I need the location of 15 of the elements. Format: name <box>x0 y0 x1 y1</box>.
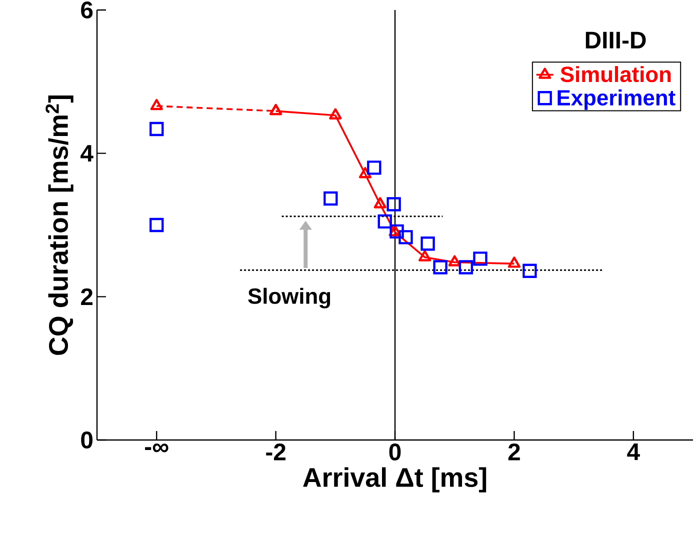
y-tick-label: 0 <box>81 432 92 448</box>
x-tick-label: 0 <box>389 444 401 460</box>
y-tick-label: 2 <box>81 288 93 306</box>
x-tick-label: 4 <box>627 444 640 460</box>
annotation: Slowing <box>248 288 330 308</box>
y-tick-label: 6 <box>81 2 93 18</box>
y-tick-label: 4 <box>80 145 94 162</box>
x-tick-label: -∞ <box>145 444 168 452</box>
legend-label: Simulation <box>560 66 671 82</box>
x-axis-title: Arrival Δt [ms] <box>303 467 486 492</box>
x-tick-label: -2 <box>266 444 286 460</box>
y-axis-title: CQ duration [ms/m$^{2}$] <box>46 95 74 355</box>
annotation: DIII-D <box>586 32 646 48</box>
x-tick-label: 2 <box>508 444 520 460</box>
legend-label: Experiment <box>558 89 676 110</box>
